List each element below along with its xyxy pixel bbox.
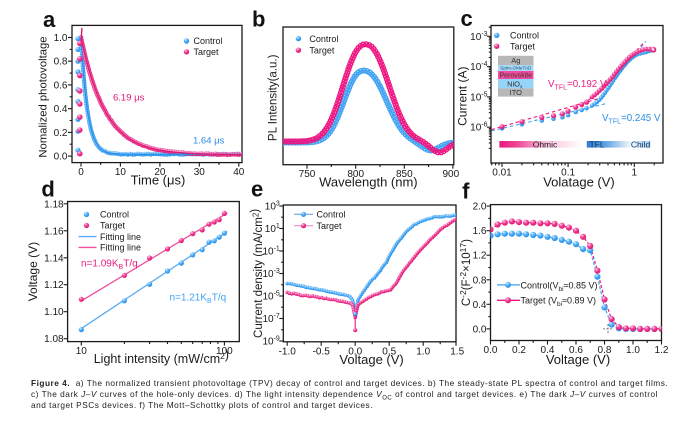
svg-text:Wavelength (nm): Wavelength (nm) [319, 175, 418, 190]
svg-text:0.0: 0.0 [473, 324, 487, 335]
svg-text:e: e [251, 177, 263, 202]
svg-text:Target: Target [317, 221, 343, 231]
svg-text:n=1.21KBT/q: n=1.21KBT/q [170, 292, 227, 305]
svg-text:Control(Vbi≈0.85 V): Control(Vbi≈0.85 V) [521, 280, 598, 293]
svg-text:a: a [43, 7, 56, 32]
svg-text:1.2: 1.2 [655, 345, 669, 356]
svg-text:Current (A): Current (A) [456, 67, 470, 126]
svg-text:1.0: 1.0 [626, 345, 640, 356]
svg-text:Perovskite: Perovskite [499, 73, 532, 80]
svg-text:1.14: 1.14 [44, 253, 64, 264]
svg-text:Nomalized photovoltage: Nomalized photovoltage [38, 36, 50, 157]
svg-text:d: d [41, 177, 54, 202]
svg-text:1.0: 1.0 [416, 346, 430, 357]
svg-text:0.0: 0.0 [348, 346, 362, 357]
svg-text:10: 10 [115, 167, 127, 178]
svg-text:750: 750 [299, 169, 316, 180]
svg-text:0.2: 0.2 [512, 345, 526, 356]
svg-text:0.5: 0.5 [382, 346, 396, 357]
svg-text:Ohmic: Ohmic [533, 139, 558, 149]
svg-text:1.2: 1.2 [473, 251, 487, 262]
svg-text:0.8: 0.8 [473, 275, 487, 286]
svg-text:Target: Target [510, 41, 536, 51]
svg-text:PL Intensity(a.u.): PL Intensity(a.u.) [268, 54, 280, 141]
svg-text:0.6: 0.6 [569, 345, 583, 356]
svg-text:Target (Vbi≈0.89 V): Target (Vbi≈0.89 V) [521, 296, 597, 309]
svg-text:1.0: 1.0 [54, 33, 68, 44]
svg-text:Control: Control [100, 210, 129, 220]
svg-text:ITO: ITO [510, 88, 523, 97]
svg-text:1.08: 1.08 [44, 334, 64, 345]
svg-text:Spiro-OMeTAD: Spiro-OMeTAD [500, 66, 532, 71]
svg-text:Target: Target [309, 45, 335, 55]
svg-text:Voltage (V): Voltage (V) [26, 242, 40, 301]
svg-text:NiOx: NiOx [507, 79, 523, 90]
svg-text:Control: Control [309, 34, 338, 44]
svg-text:0.8: 0.8 [54, 57, 68, 68]
svg-text:0.4: 0.4 [541, 345, 555, 356]
svg-text:1.18: 1.18 [44, 199, 64, 210]
svg-text:Target: Target [100, 221, 126, 231]
svg-text:Volatage (V): Volatage (V) [543, 175, 615, 190]
svg-text:0.1: 0.1 [561, 168, 575, 179]
svg-text:C-2(F-2×1017): C-2(F-2×1017) [458, 239, 473, 306]
svg-text:1.6: 1.6 [473, 226, 487, 237]
svg-text:Voltage (V): Voltage (V) [546, 352, 610, 367]
svg-text:1.5: 1.5 [450, 346, 464, 357]
svg-text:1.16: 1.16 [44, 226, 64, 237]
svg-text:850: 850 [396, 169, 413, 180]
svg-text:0.0: 0.0 [484, 345, 498, 356]
svg-text:-1.0: -1.0 [279, 346, 297, 357]
svg-text:800: 800 [347, 169, 364, 180]
svg-text:c: c [461, 6, 473, 31]
svg-text:b: b [252, 6, 265, 31]
svg-text:2.0: 2.0 [473, 202, 487, 213]
svg-text:0: 0 [78, 167, 84, 178]
svg-text:n=1.09KBT/q: n=1.09KBT/q [81, 258, 138, 271]
svg-text:Control: Control [194, 36, 223, 46]
svg-text:Fitting line: Fitting line [100, 232, 141, 242]
svg-text:TFL: TFL [589, 139, 604, 149]
svg-text:1.10: 1.10 [44, 307, 64, 318]
svg-text:6.19 μs: 6.19 μs [113, 93, 145, 104]
svg-text:Control: Control [317, 210, 346, 220]
svg-text:Current density (mA/cm2): Current density (mA/cm2) [250, 209, 266, 338]
svg-text:Time (μs): Time (μs) [131, 173, 186, 188]
svg-text:Ag: Ag [511, 56, 520, 65]
svg-text:f: f [462, 178, 470, 203]
svg-text:1: 1 [632, 168, 638, 179]
svg-text:0.2: 0.2 [54, 128, 68, 139]
svg-text:0.4: 0.4 [473, 300, 487, 311]
svg-text:Fitting line: Fitting line [100, 243, 141, 253]
svg-text:0.8: 0.8 [598, 345, 612, 356]
svg-text:-0.5: -0.5 [313, 346, 331, 357]
svg-text:100: 100 [216, 346, 233, 357]
svg-text:0.4: 0.4 [54, 104, 68, 115]
svg-text:30: 30 [194, 167, 206, 178]
svg-text:Child: Child [631, 139, 651, 149]
svg-text:Light intensity (mW/cm2): Light intensity (mW/cm2) [94, 348, 229, 366]
svg-text:20: 20 [154, 167, 166, 178]
svg-text:900: 900 [442, 169, 459, 180]
svg-text:1.64 μs: 1.64 μs [193, 136, 225, 147]
svg-text:0.6: 0.6 [54, 80, 68, 91]
svg-text:10: 10 [76, 346, 88, 357]
svg-text:Voltage (V): Voltage (V) [339, 352, 403, 367]
svg-text:1.12: 1.12 [44, 280, 64, 291]
svg-text:Target: Target [194, 47, 220, 57]
svg-text:40: 40 [233, 167, 245, 178]
svg-text:0.0: 0.0 [54, 152, 68, 163]
svg-text:Control: Control [510, 31, 539, 41]
svg-text:0.01: 0.01 [492, 168, 512, 179]
